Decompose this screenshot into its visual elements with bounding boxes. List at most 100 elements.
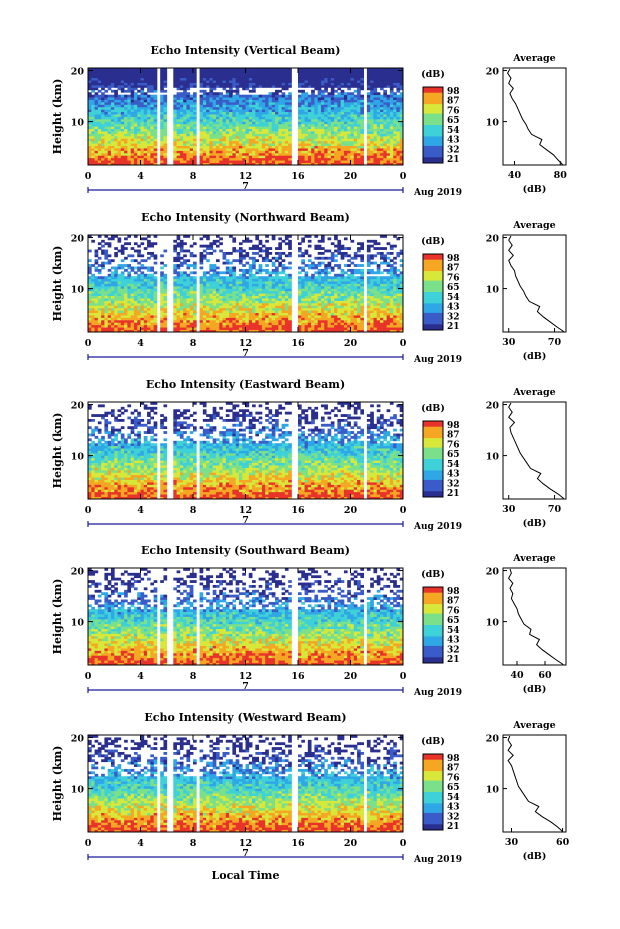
colorbar-segment — [423, 659, 443, 662]
colorbar-segment — [423, 426, 443, 429]
colorbar-segment — [423, 145, 443, 149]
y-tick-label: 10 — [71, 285, 85, 296]
colorbar-segment — [423, 138, 443, 141]
avg-x-tick-label: 30 — [502, 504, 516, 515]
beam-panel-2: Echo Intensity (Eastward Beam) 20 10 Height… — [51, 378, 567, 532]
avg-y-tick-label: 20 — [486, 401, 500, 412]
beam-panel-0: Echo Intensity (Vertical Beam) 20 10 Height… — [51, 44, 567, 198]
colorbar-segment — [423, 305, 443, 308]
colorbar-segment — [423, 763, 443, 766]
colorbar-segment — [423, 609, 443, 613]
x-tick-label: 0 — [85, 671, 92, 682]
colorbar-tick-label: 76 — [447, 106, 460, 116]
echo-heatmap — [88, 235, 404, 333]
colorbar-segment — [423, 615, 443, 618]
colorbar-segment — [423, 147, 443, 151]
colorbar-segment — [423, 440, 443, 443]
colorbar-segment — [423, 638, 443, 641]
colorbar-segment — [423, 144, 443, 147]
colorbar-segment — [423, 824, 443, 827]
colorbar-segment — [423, 301, 443, 304]
colorbar-tick-label: 76 — [447, 773, 460, 783]
average-x-label: (dB) — [523, 184, 547, 195]
colorbar-unit: (dB) — [421, 736, 445, 747]
colorbar-tick-label: 32 — [447, 479, 460, 489]
x-tick-label: 12 — [239, 171, 252, 182]
colorbar-segment — [423, 434, 443, 437]
colorbar-segment — [423, 489, 443, 492]
colorbar-segment — [423, 284, 443, 287]
y-tick-label: 20 — [71, 67, 85, 78]
colorbar-segment — [423, 657, 443, 660]
echo-heatmap — [88, 68, 404, 166]
colorbar-segment — [423, 311, 443, 314]
colorbar-segment — [423, 424, 443, 428]
colorbar-segment — [423, 443, 443, 447]
colorbar-segment — [423, 495, 443, 498]
date-label: 7 — [242, 181, 249, 192]
colorbar-tick-label: 21 — [447, 322, 460, 332]
colorbar-segment — [423, 453, 443, 456]
average-frame — [502, 67, 567, 166]
month-label: Aug 2019 — [413, 522, 462, 532]
y-tick-label: 20 — [71, 734, 85, 745]
colorbar-segment — [423, 617, 443, 620]
colorbar-segment — [423, 782, 443, 785]
colorbar-tick-label: 98 — [447, 421, 460, 431]
colorbar-segment — [423, 292, 443, 295]
colorbar-segment — [423, 769, 443, 772]
colorbar-segment — [423, 130, 443, 133]
colorbar-segment — [423, 98, 443, 101]
avg-y-tick-label: 20 — [486, 234, 500, 245]
average-profile-line — [507, 568, 564, 665]
colorbar-segment — [423, 476, 443, 479]
colorbar-segment — [423, 592, 443, 595]
x-tick-label: 0 — [85, 171, 92, 182]
colorbar-segment — [423, 87, 443, 90]
colorbar-segment — [423, 818, 443, 821]
colorbar-segment — [423, 276, 443, 280]
month-label: Aug 2019 — [413, 855, 462, 865]
colorbar-segment — [423, 113, 443, 116]
colorbar-segment — [423, 771, 443, 774]
colorbar-tick-label: 98 — [447, 254, 460, 264]
x-tick-label: 16 — [291, 338, 305, 349]
colorbar-tick-label: 21 — [447, 155, 460, 165]
colorbar-segment — [423, 307, 443, 310]
average-frame — [502, 734, 567, 833]
colorbar-tick-label: 87 — [447, 764, 460, 774]
colorbar-segment — [423, 107, 443, 111]
colorbar-segment — [423, 587, 443, 590]
x-tick-label: 8 — [190, 338, 197, 349]
colorbar-segment — [423, 155, 443, 158]
colorbar-segment — [423, 460, 443, 464]
x-tick-label: 16 — [291, 171, 305, 182]
avg-x-tick-label: 70 — [548, 337, 562, 348]
colorbar-segment — [423, 828, 443, 831]
colorbar-segment — [423, 801, 443, 804]
colorbar-segment — [423, 121, 443, 124]
colorbar-segment — [423, 449, 443, 452]
colorbar-segment — [423, 598, 443, 601]
month-label: Aug 2019 — [413, 688, 462, 698]
x-tick-label: 4 — [137, 338, 144, 349]
colorbar-segment — [423, 464, 443, 467]
colorbar-tick-label: 21 — [447, 822, 460, 832]
colorbar-segment — [423, 784, 443, 787]
colorbar-segment — [423, 288, 443, 291]
x-tick-label: 4 — [137, 505, 144, 516]
colorbar-segment — [423, 159, 443, 162]
colorbar-segment — [423, 96, 443, 99]
colorbar-segment — [423, 761, 443, 764]
y-axis-label: Height (km) — [51, 79, 64, 155]
colorbar-segment — [423, 485, 443, 488]
colorbar-tick-label: 87 — [447, 431, 460, 441]
colorbar-segment — [423, 588, 443, 592]
colorbar-segment — [423, 273, 443, 276]
colorbar-segment — [423, 111, 443, 114]
average-x-label: (dB) — [523, 851, 547, 862]
y-tick-label: 10 — [71, 452, 85, 463]
colorbar-segment — [423, 106, 443, 109]
colorbar-frame — [422, 753, 444, 831]
echo-heatmap — [88, 402, 404, 500]
